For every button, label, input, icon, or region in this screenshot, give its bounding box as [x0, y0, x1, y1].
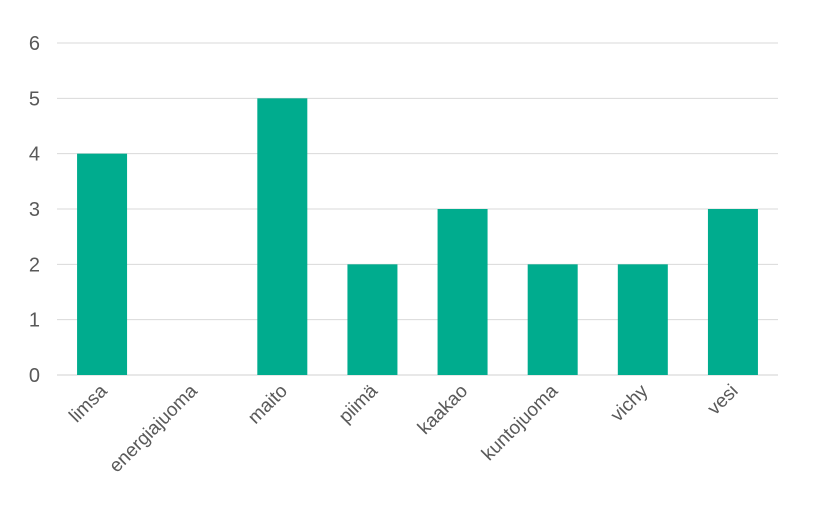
bar	[707, 209, 758, 375]
bar	[77, 153, 128, 375]
x-tick-label: vichy	[607, 380, 653, 426]
y-tick-label: 2	[29, 254, 40, 276]
bar	[527, 264, 578, 375]
bar	[617, 264, 668, 375]
x-tick-label: limsa	[65, 380, 112, 427]
y-tick-label: 6	[29, 33, 40, 55]
y-tick-label: 3	[29, 199, 40, 221]
x-tick-label: maito	[244, 381, 292, 429]
bar	[437, 209, 488, 375]
y-tick-label: 5	[29, 88, 40, 110]
x-tick-label: vesi	[704, 381, 743, 420]
bar	[257, 98, 308, 375]
y-tick-label: 4	[29, 144, 40, 166]
x-tick-label: piimä	[335, 380, 382, 427]
x-tick-label: energiajuoma	[105, 380, 202, 477]
y-tick-label: 1	[29, 310, 40, 332]
y-tick-label: 0	[29, 365, 40, 387]
x-tick-label: kaakao	[414, 381, 472, 439]
bar	[347, 264, 398, 375]
x-tick-label: kuntojuoma	[478, 380, 563, 465]
